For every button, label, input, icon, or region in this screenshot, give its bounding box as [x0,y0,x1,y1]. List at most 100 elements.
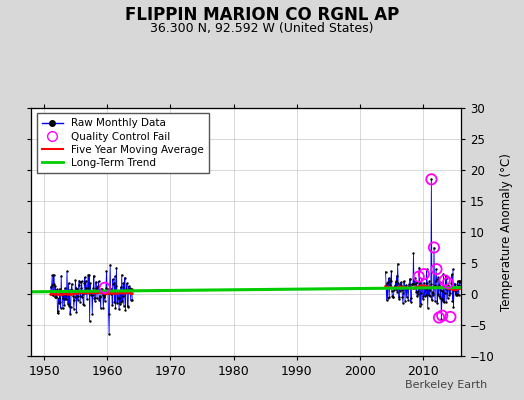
Point [54,295,63,302]
Point [444,284,453,290]
Point [416,280,424,286]
Point [62,292,70,298]
Point [89,285,97,291]
Point [421,284,429,290]
Point [100,293,108,299]
Point [81,290,90,296]
Point [125,286,133,292]
Point [101,285,109,291]
Point [52,294,61,300]
Point [432,276,441,283]
Point [417,301,425,307]
Point [47,283,55,290]
Point [448,297,456,304]
Point [65,302,73,309]
Point [452,288,460,294]
Point [431,298,439,304]
Point [79,301,88,308]
Point [112,282,120,289]
Point [426,287,434,293]
Point [434,274,442,280]
Point [440,299,448,306]
Point [403,284,411,291]
Point [447,271,456,278]
Point [424,284,432,290]
Point [94,288,102,294]
Point [433,300,441,306]
Point [449,304,457,310]
Point [413,288,422,294]
Point [405,281,413,287]
Point [435,282,443,288]
Point [450,287,458,294]
Point [73,285,81,292]
Point [76,298,84,305]
Point [103,287,111,293]
Point [49,292,57,298]
Point [86,288,95,294]
Point [111,273,119,280]
Point [395,294,403,300]
Point [441,285,449,291]
Point [68,281,76,287]
Point [442,299,450,306]
Point [80,280,89,286]
Point [406,276,414,282]
Point [90,272,98,279]
Point [96,293,104,300]
Point [53,286,61,293]
Point [51,283,60,289]
Point [78,294,86,301]
Point [444,280,452,286]
Point [123,280,131,287]
Point [451,283,459,290]
Point [421,286,430,292]
Point [420,293,429,299]
Point [74,282,83,288]
Point [102,268,111,274]
Point [107,289,116,296]
Point [382,282,390,288]
Point [115,306,123,313]
Point [435,314,443,321]
Point [102,284,110,291]
Point [384,295,392,301]
Point [77,285,85,292]
Point [436,286,445,293]
Point [434,292,443,299]
Point [55,300,63,307]
Point [105,288,114,295]
Point [391,283,399,290]
Point [126,296,135,303]
Point [422,292,430,298]
Point [432,266,441,272]
Point [63,268,71,275]
Point [401,284,410,291]
Point [439,298,447,304]
Point [433,290,442,297]
Point [430,244,438,251]
Point [67,304,75,310]
Point [455,283,464,289]
Point [119,280,127,286]
Point [51,294,59,300]
Point [454,292,463,299]
Point [120,286,128,293]
Point [423,280,431,286]
Point [412,279,421,285]
Point [101,298,109,304]
Point [411,277,419,283]
Point [409,250,418,256]
Point [108,302,116,308]
Point [398,294,407,300]
Point [386,277,394,283]
Point [430,282,439,288]
Point [66,311,74,317]
Point [92,285,101,292]
Point [122,286,130,292]
Point [84,289,93,296]
Point [393,288,401,295]
Point [396,288,405,294]
Point [99,305,107,311]
Point [79,291,87,298]
